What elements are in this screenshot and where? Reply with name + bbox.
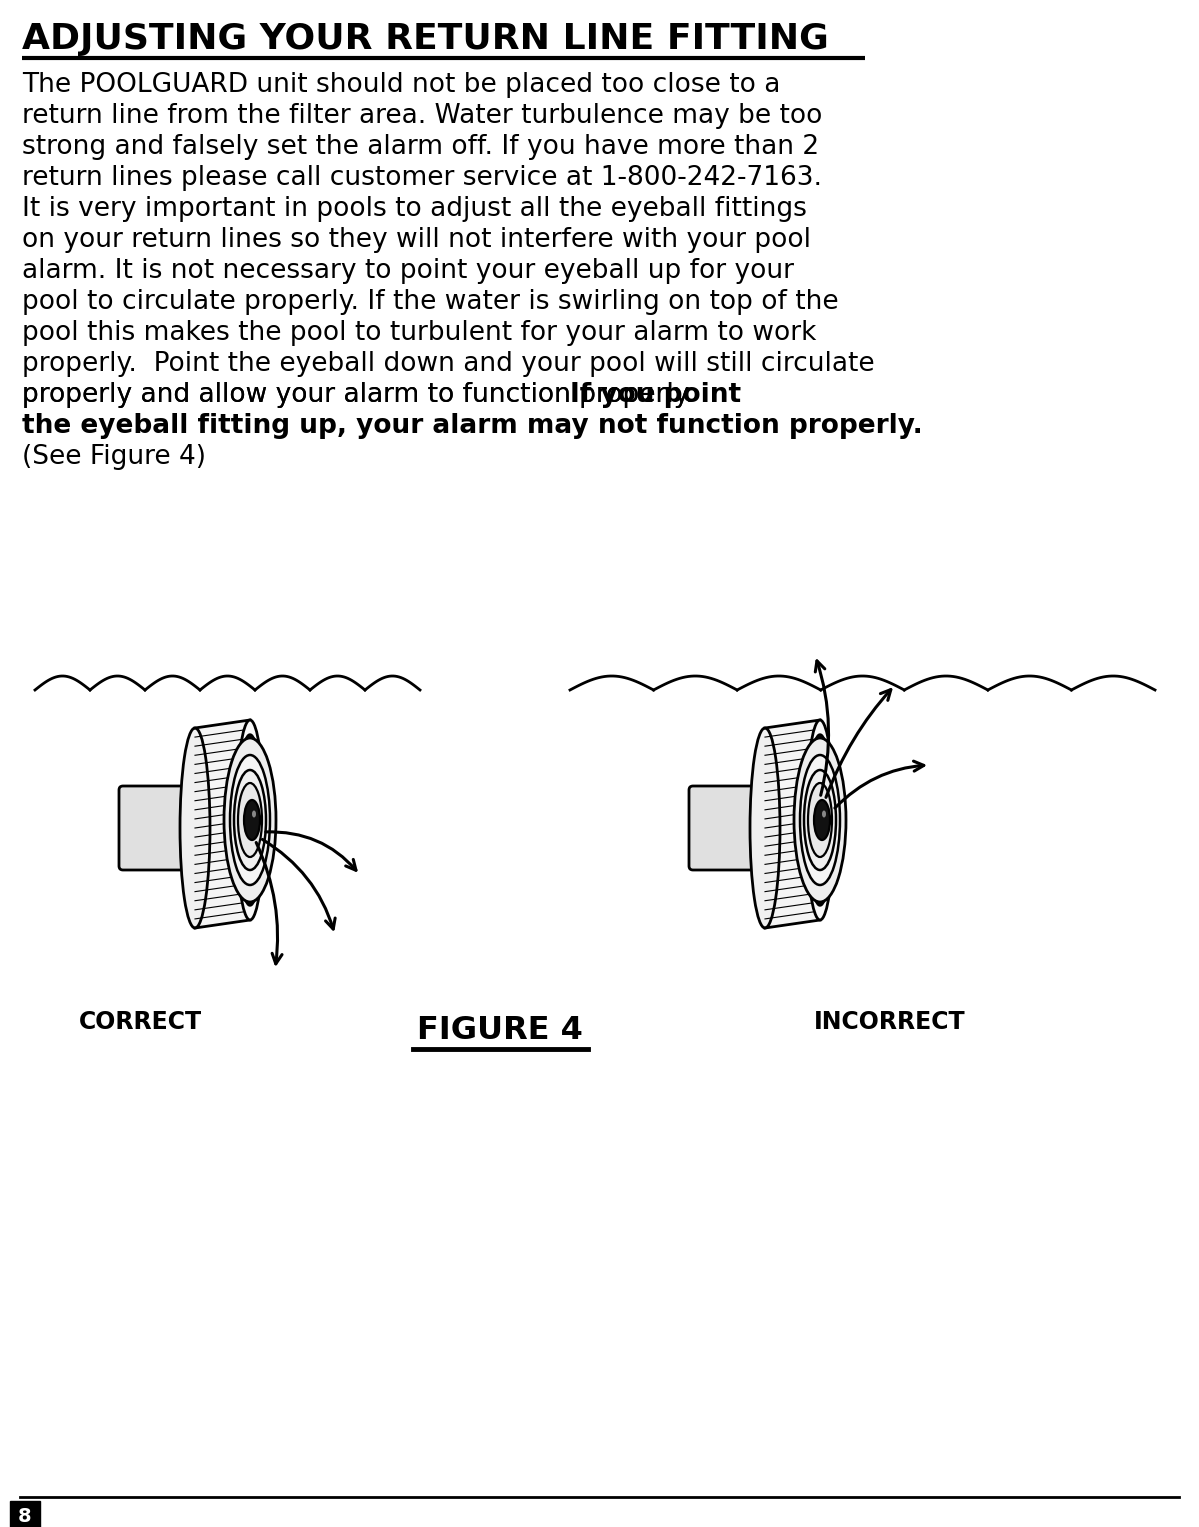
Text: return line from the filter area. Water turbulence may be too: return line from the filter area. Water … xyxy=(22,102,823,128)
Text: return lines please call customer service at 1-800-242-7163.: return lines please call customer servic… xyxy=(22,165,823,191)
Text: (See Figure 4): (See Figure 4) xyxy=(22,444,206,470)
Ellipse shape xyxy=(237,783,263,857)
Ellipse shape xyxy=(224,738,276,902)
Ellipse shape xyxy=(234,770,266,870)
Ellipse shape xyxy=(808,734,832,906)
Ellipse shape xyxy=(252,811,257,817)
Text: The POOLGUARD unit should not be placed too close to a: The POOLGUARD unit should not be placed … xyxy=(22,72,781,98)
Polygon shape xyxy=(765,721,820,928)
Text: alarm. It is not necessary to point your eyeball up for your: alarm. It is not necessary to point your… xyxy=(22,258,794,284)
Text: properly.  Point the eyeball down and your pool will still circulate: properly. Point the eyeball down and you… xyxy=(22,351,874,377)
Polygon shape xyxy=(195,721,251,928)
FancyBboxPatch shape xyxy=(689,786,769,870)
Text: ADJUSTING YOUR RETURN LINE FITTING: ADJUSTING YOUR RETURN LINE FITTING xyxy=(22,21,829,56)
Text: pool to circulate properly. If the water is swirling on top of the: pool to circulate properly. If the water… xyxy=(22,289,838,315)
Ellipse shape xyxy=(236,721,264,919)
Text: INCORRECT: INCORRECT xyxy=(814,1009,966,1034)
Text: on your return lines so they will not interfere with your pool: on your return lines so they will not in… xyxy=(22,228,811,253)
Text: strong and falsely set the alarm off. If you have more than 2: strong and falsely set the alarm off. If… xyxy=(22,134,819,160)
Text: the eyeball fitting up, your alarm may not function properly.: the eyeball fitting up, your alarm may n… xyxy=(22,412,923,438)
Text: CORRECT: CORRECT xyxy=(78,1009,201,1034)
Text: pool this makes the pool to turbulent for your alarm to work: pool this makes the pool to turbulent fo… xyxy=(22,321,817,347)
Text: properly and allow your alarm to function properly.: properly and allow your alarm to functio… xyxy=(22,382,703,408)
Text: If you point: If you point xyxy=(571,382,741,408)
Ellipse shape xyxy=(180,728,210,928)
Ellipse shape xyxy=(823,811,826,817)
Ellipse shape xyxy=(230,754,270,886)
FancyBboxPatch shape xyxy=(10,1501,40,1527)
Ellipse shape xyxy=(806,721,835,919)
Ellipse shape xyxy=(808,783,832,857)
Ellipse shape xyxy=(239,734,261,906)
Text: FIGURE 4: FIGURE 4 xyxy=(417,1015,583,1046)
Ellipse shape xyxy=(794,738,846,902)
Ellipse shape xyxy=(245,800,260,840)
Text: 8: 8 xyxy=(18,1507,32,1525)
Ellipse shape xyxy=(800,754,840,886)
Text: It is very important in pools to adjust all the eyeball fittings: It is very important in pools to adjust … xyxy=(22,195,807,221)
Ellipse shape xyxy=(751,728,781,928)
Ellipse shape xyxy=(805,770,836,870)
Ellipse shape xyxy=(814,800,830,840)
FancyBboxPatch shape xyxy=(119,786,199,870)
Text: properly and allow your alarm to function properly.: properly and allow your alarm to functio… xyxy=(22,382,703,408)
